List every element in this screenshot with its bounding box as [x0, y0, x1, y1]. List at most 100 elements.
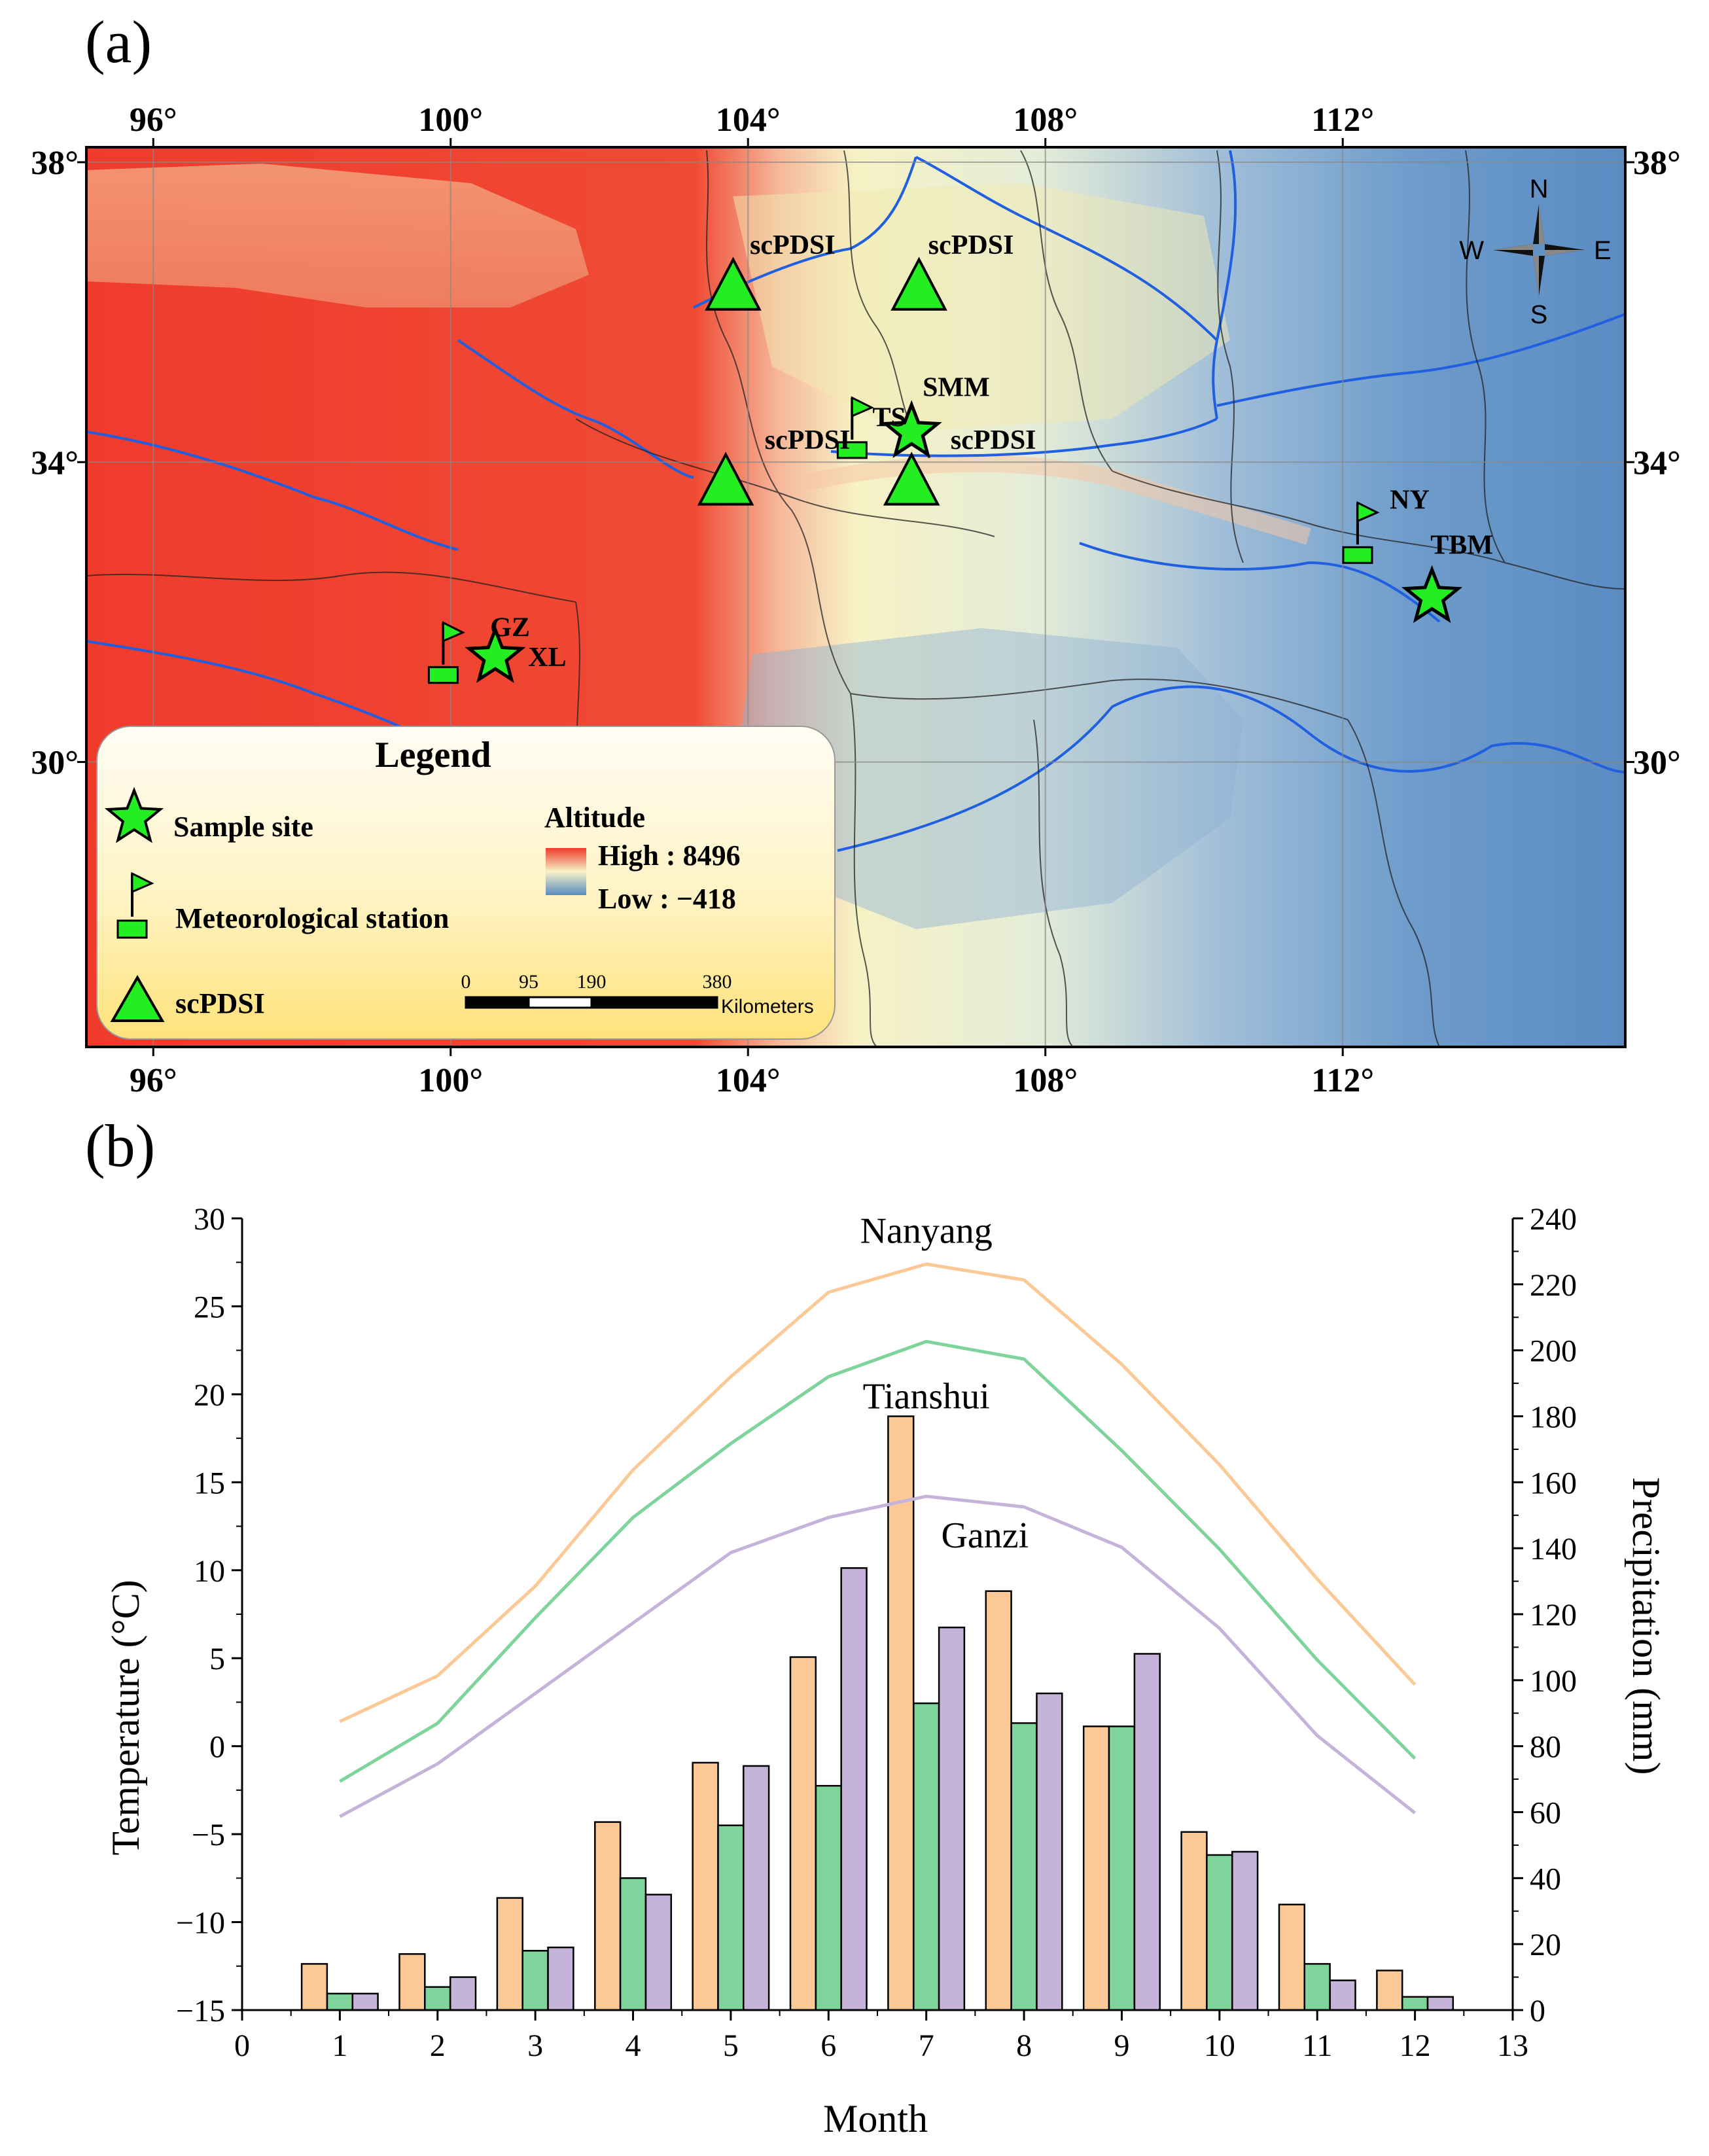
y-right-tick-label: 80 — [1530, 1730, 1561, 1765]
x-tick-label: 4 — [625, 2028, 641, 2063]
precip-bar-nanyang — [594, 1821, 622, 2011]
y-right-tick-label: 60 — [1530, 1796, 1561, 1831]
precip-bar-nanyang — [692, 1761, 719, 2011]
temperature-lines — [339, 1262, 1417, 1818]
y-left-tick-label: 0 — [209, 1730, 225, 1765]
scpdsi-triangle — [883, 451, 940, 506]
precip-bar-ganzi — [1036, 1692, 1063, 2011]
province-boundaries — [86, 150, 1625, 1047]
y-right-tick-label: 20 — [1530, 1928, 1561, 1962]
yellow-river-north — [915, 156, 1218, 342]
lon-label-top: 96° — [130, 101, 177, 139]
precip-bar-tianshui — [815, 1784, 842, 2011]
compass-s: S — [1530, 300, 1548, 329]
y-left-tick-label: 15 — [194, 1466, 225, 1500]
precip-bar-ganzi — [1231, 1850, 1259, 2011]
precip-bar-nanyang — [496, 1897, 523, 2011]
legend-altitude-title: Altitude — [544, 802, 645, 834]
precip-bar-nanyang — [1376, 1970, 1403, 2011]
y-left-tick-label: −10 — [176, 1906, 225, 1941]
lat-label-left: 34° — [31, 444, 79, 482]
lon-labels-bottom: 96° 100° 104° 108° 112° — [130, 1062, 1374, 1099]
han-river — [1079, 542, 1441, 623]
precip-bar-tianshui — [1206, 1854, 1233, 2011]
map-label: TBM — [1430, 530, 1493, 560]
map-label: SMM — [923, 373, 990, 403]
yangtze-river — [837, 685, 1625, 852]
map-label: TS — [872, 403, 906, 433]
y-left-tick-label: −5 — [192, 1818, 225, 1852]
precip-bar-tianshui — [1108, 1725, 1136, 2011]
lon-label-top: 104° — [716, 101, 781, 139]
compass-north-highlight — [1539, 204, 1545, 244]
series-annotations: Nanyang Tianshui Ganzi — [860, 1211, 1029, 1556]
map-label: scPDSI — [928, 230, 1014, 260]
lon-label-bottom: 108° — [1013, 1062, 1078, 1099]
lat-label-right: 30° — [1633, 745, 1681, 782]
lon-label-top: 108° — [1013, 101, 1078, 139]
scale-bar-segment — [527, 996, 593, 1009]
qinling-ridge — [796, 455, 1311, 545]
map-markers — [427, 256, 1463, 684]
scpdsi-triangle — [890, 256, 947, 311]
precip-bar-ganzi — [840, 1567, 868, 2011]
temp-line-nanyang — [339, 1262, 1417, 1723]
lat-label-left: 38° — [31, 145, 79, 182]
y-right-tick-label: 240 — [1530, 1202, 1577, 1237]
lon-label-top: 100° — [418, 101, 483, 139]
compass-w: W — [1459, 236, 1484, 265]
precipitation-bars — [300, 1415, 1454, 2011]
lat-label-left: 30° — [31, 745, 79, 782]
legend-altitude-high: High : 8496 — [598, 839, 741, 872]
lat-label-right: 38° — [1633, 145, 1681, 182]
legend-title: Legend — [375, 735, 491, 775]
lat-label-right: 34° — [1633, 444, 1681, 482]
y-left-tick-label: 20 — [194, 1378, 225, 1413]
map-label: scPDSI — [765, 425, 851, 455]
y-left-tick-label: 25 — [194, 1290, 225, 1324]
scale-bar-segment — [465, 996, 530, 1009]
scale-label: 95 — [519, 971, 538, 993]
precip-bar-nanyang — [300, 1963, 328, 2011]
legend-altitude-low: Low : −418 — [598, 883, 736, 915]
scale-label: 0 — [461, 971, 471, 993]
lon-label-bottom: 100° — [418, 1062, 483, 1099]
x-axis-title: Month — [823, 2097, 928, 2140]
precip-bar-ganzi — [1133, 1653, 1161, 2011]
qaidam-basin — [86, 164, 589, 308]
x-tick-label: 12 — [1400, 2028, 1431, 2063]
x-tick-label: 1 — [332, 2028, 347, 2063]
x-tick-label: 11 — [1302, 2028, 1332, 2063]
precip-bar-nanyang — [1278, 1903, 1306, 2011]
legend-station: Meteorological station — [175, 902, 449, 934]
y-right-tick-label: 120 — [1530, 1598, 1577, 1633]
y-right-tick-label: 0 — [1530, 1994, 1545, 2028]
fen-river — [1212, 150, 1237, 419]
precip-bar-tianshui — [424, 1986, 451, 2011]
lon-label-bottom: 104° — [716, 1062, 781, 1099]
map-legend: Legend Sample site Meteorological statio… — [96, 726, 836, 1040]
precip-bar-tianshui — [1303, 1963, 1331, 2011]
map-label: XL — [528, 643, 566, 673]
x-tick-label: 5 — [723, 2028, 739, 2063]
compass-east-highlight — [1545, 250, 1585, 256]
x-tick-label: 9 — [1114, 2028, 1129, 2063]
x-tick-label: 10 — [1204, 2028, 1235, 2063]
y-right-tick-label: 180 — [1530, 1400, 1577, 1435]
precip-bar-nanyang — [398, 1953, 426, 2011]
temp-line-tianshui — [339, 1339, 1417, 1783]
compass-south-highlight — [1533, 256, 1539, 296]
y-left-tick-label: −15 — [176, 1994, 225, 2028]
y-left-tick-label: 5 — [209, 1642, 225, 1676]
jinsha-river — [86, 431, 459, 551]
wei-river — [830, 417, 1218, 457]
map-frame — [85, 146, 1627, 1048]
map-label: NY — [1390, 486, 1430, 516]
lat-labels-right: 38° 34° 30° — [1633, 145, 1681, 782]
chart-axes: 0 1 2 3 4 5 6 7 8 9 10 11 12 13−15−10−505101520253002… — [176, 1202, 1577, 2063]
x-tick-label: 2 — [430, 2028, 446, 2063]
compass-n: N — [1530, 175, 1549, 203]
sample-site-star — [465, 625, 526, 683]
scale-unit: Kilometers — [721, 996, 814, 1017]
